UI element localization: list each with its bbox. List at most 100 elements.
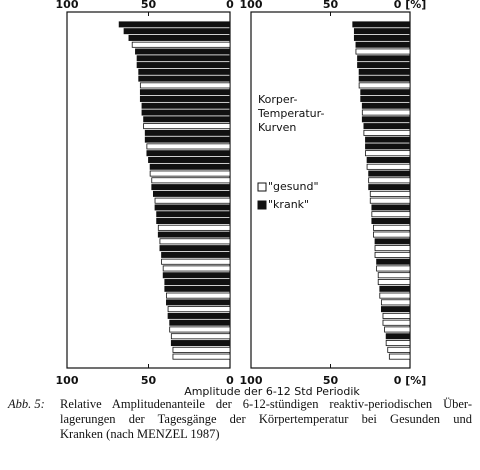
annotation: Temperatur- <box>257 107 324 120</box>
legend-label: "krank" <box>268 198 309 211</box>
bar <box>353 34 411 41</box>
bar <box>365 143 411 150</box>
bar <box>380 306 411 313</box>
x-axis-label: Amplitude der 6-12 Std Periodik <box>184 385 360 398</box>
bar <box>379 292 411 299</box>
bar <box>385 340 411 347</box>
bar <box>157 224 231 231</box>
bar <box>388 353 411 360</box>
bar <box>156 211 231 218</box>
bar <box>369 190 411 197</box>
bar <box>159 238 231 245</box>
legend-swatch <box>257 200 267 210</box>
bar <box>136 62 231 69</box>
bar <box>387 346 411 353</box>
bar <box>144 136 231 143</box>
bar <box>376 258 411 265</box>
x-tick-label: 50 <box>141 374 157 387</box>
bar <box>382 319 411 326</box>
bar <box>136 55 231 62</box>
bar <box>169 326 231 333</box>
bar <box>139 82 231 89</box>
bar <box>376 265 411 272</box>
x-tick-label: 100 <box>240 374 263 387</box>
bar <box>131 41 231 48</box>
bar <box>157 231 231 238</box>
bar <box>154 204 231 211</box>
bar <box>353 28 411 35</box>
bar <box>369 197 411 204</box>
bar <box>139 95 231 102</box>
bar <box>118 21 231 28</box>
bar <box>355 41 411 48</box>
bar <box>352 21 411 28</box>
bar <box>373 224 411 231</box>
bar <box>363 129 411 136</box>
bar <box>167 306 231 313</box>
bar <box>380 299 411 306</box>
bar <box>144 129 231 136</box>
bar <box>371 218 411 224</box>
bar <box>368 170 411 177</box>
bar <box>358 68 411 75</box>
x-tick-label: 100 <box>240 0 263 11</box>
bar <box>135 48 231 55</box>
x-tick-label: 100 <box>56 374 79 387</box>
bar <box>123 28 231 35</box>
bar <box>357 55 411 62</box>
bar <box>368 184 411 191</box>
bar <box>172 346 231 353</box>
bar <box>361 116 411 123</box>
bar <box>385 333 411 340</box>
bar <box>167 312 231 319</box>
x-tick-label: 0 [%] <box>394 374 427 387</box>
bar <box>128 34 231 41</box>
bar <box>146 143 231 150</box>
bar <box>169 319 231 326</box>
bar <box>371 211 411 218</box>
bar <box>360 95 411 102</box>
x-tick-label: 100 <box>56 0 79 11</box>
bar <box>141 109 231 116</box>
bar <box>355 48 411 55</box>
bar <box>374 238 411 245</box>
bar <box>358 82 411 89</box>
bar <box>139 89 231 96</box>
bar <box>361 109 411 116</box>
bar <box>377 272 411 279</box>
bar <box>377 279 411 286</box>
bar <box>358 75 411 82</box>
bar <box>172 353 231 360</box>
annotation: Korper- <box>258 93 297 106</box>
caption-line: Kranken (nach MENZEL 1987) <box>60 427 220 441</box>
bar <box>170 333 231 340</box>
bar <box>365 150 411 157</box>
bar <box>143 116 231 123</box>
bar <box>374 251 411 258</box>
bar <box>164 279 231 286</box>
x-tick-label: 0 [%] <box>394 0 427 11</box>
bar <box>374 245 411 252</box>
bar <box>365 136 411 143</box>
bar <box>149 170 231 177</box>
bar <box>156 218 231 224</box>
caption-text: Relative Amplitudenanteile der 6-12-stün… <box>60 397 472 442</box>
bar <box>152 190 231 197</box>
bar <box>161 258 231 265</box>
bar <box>379 285 411 292</box>
legend-label: "gesund" <box>268 180 319 193</box>
bar <box>361 102 411 109</box>
bar <box>357 62 411 69</box>
bar <box>151 184 231 191</box>
bar <box>161 251 231 258</box>
bar <box>170 340 231 347</box>
bar <box>154 197 231 204</box>
bar <box>360 89 411 96</box>
bar <box>166 299 231 306</box>
bar <box>368 177 411 184</box>
bar <box>384 326 411 333</box>
bar <box>162 272 231 279</box>
legend-swatch <box>257 182 267 192</box>
bar <box>373 231 411 238</box>
